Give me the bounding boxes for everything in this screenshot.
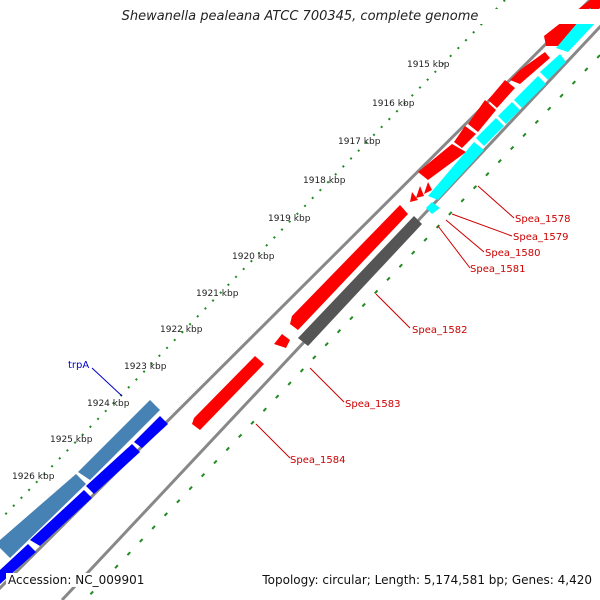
left-genes	[0, 400, 168, 584]
gene-feature[interactable]	[514, 76, 546, 108]
scale-label: 1919 kbp	[268, 214, 311, 224]
gene-label[interactable]: Spea_1584	[290, 455, 345, 466]
gene-feature[interactable]	[488, 80, 515, 108]
gene-feature[interactable]	[0, 474, 86, 558]
leader-lines	[255, 185, 515, 459]
trpA-leader	[91, 367, 123, 397]
gene-feature[interactable]	[418, 144, 466, 180]
gene-feature[interactable]	[416, 186, 424, 198]
gene-feature[interactable]	[498, 102, 520, 124]
scale-label: 1920 kbp	[232, 252, 275, 262]
gene-feature[interactable]	[454, 126, 476, 148]
gene-label[interactable]: Spea_1580	[485, 248, 540, 259]
genome-summary: Topology: circular; Length: 5,174,581 bp…	[260, 573, 594, 587]
scale-label: 1916 kbp	[372, 99, 415, 109]
gene-labels: Spea_1578 Spea_1579 Spea_1580 Spea_1581 …	[68, 214, 570, 466]
scale-label: 1924 kbp	[87, 399, 130, 409]
gene-feature[interactable]	[78, 400, 160, 480]
scale-label: 1918 kbp	[303, 176, 346, 186]
scale-labels: 1915 kbp 1916 kbp 1917 kbp 1918 kbp 1919…	[12, 60, 450, 482]
scale-label: 1915 kbp	[407, 60, 450, 70]
gene-feature[interactable]	[510, 52, 550, 84]
gene-feature[interactable]	[476, 118, 504, 146]
gene-feature[interactable]	[540, 54, 566, 80]
scale-label: 1925 kbp	[50, 435, 93, 445]
gene-label[interactable]: Spea_1581	[470, 264, 525, 275]
gene-feature[interactable]	[410, 192, 418, 202]
gene-feature[interactable]	[426, 202, 440, 214]
gene-feature[interactable]	[192, 356, 264, 430]
scale-label: 1926 kbp	[12, 472, 55, 482]
genome-title: Shewanella pealeana ATCC 700345, complet…	[0, 9, 600, 24]
gene-feature[interactable]	[274, 334, 290, 348]
gene-label[interactable]: Spea_1582	[412, 325, 467, 336]
gene-label[interactable]: Spea_1583	[345, 399, 400, 410]
gene-feature-grey[interactable]	[298, 216, 422, 346]
scale-ring	[0, 0, 506, 522]
gene-feature[interactable]	[30, 490, 92, 546]
gene-feature[interactable]	[424, 182, 432, 194]
gene-label[interactable]: Spea_1578	[515, 214, 570, 225]
gene-label[interactable]: Spea_1579	[513, 232, 568, 243]
scale-label: 1923 kbp	[124, 362, 167, 372]
gene-label[interactable]: trpA	[68, 360, 89, 371]
scale-label: 1921 kbp	[196, 289, 239, 299]
scale-label: 1917 kbp	[338, 137, 381, 147]
accession-label: Accession: NC_009901	[6, 573, 147, 587]
gene-feature[interactable]	[468, 100, 496, 132]
scale-label: 1922 kbp	[160, 325, 203, 335]
reverse-strand-genes	[426, 8, 600, 214]
gene-feature[interactable]	[86, 444, 140, 494]
gene-feature[interactable]	[428, 142, 484, 200]
gene-feature[interactable]	[134, 416, 168, 448]
gene-feature[interactable]	[290, 205, 408, 330]
